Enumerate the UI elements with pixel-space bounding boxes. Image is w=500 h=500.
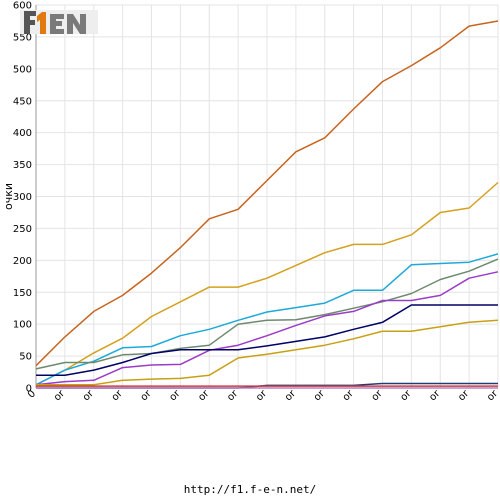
x-tick-label: or <box>485 388 500 404</box>
x-tick-label: or <box>81 388 97 404</box>
y-tick-label: 50 <box>19 352 32 363</box>
y-tick-label: 600 <box>13 1 32 12</box>
x-tick-label: or <box>456 388 472 404</box>
y-tick-label: 300 <box>13 192 32 203</box>
y-tick-label: 150 <box>13 288 32 299</box>
y-tick-label: 450 <box>13 96 32 107</box>
x-tick-label: or <box>427 388 443 404</box>
series-line-2 <box>35 181 499 386</box>
f1-logo-graphic <box>20 10 98 34</box>
series-line-1 <box>35 20 499 367</box>
y-tick-label: 0 <box>26 384 32 395</box>
y-tick-label: 350 <box>13 160 32 171</box>
source-url[interactable]: http://f1.f-e-n.net/ <box>183 483 317 496</box>
series-line-3 <box>35 253 499 386</box>
x-tick-label: or <box>283 388 299 404</box>
series-line-7 <box>36 319 499 386</box>
x-tick-label: or <box>110 388 126 404</box>
y-tick-label: 100 <box>13 320 32 331</box>
x-tick-label: or <box>398 388 414 404</box>
x-tick-label: or <box>167 388 183 404</box>
x-tick-label: or <box>312 388 328 404</box>
x-tick-label: or <box>196 388 212 404</box>
x-tick-label: or <box>341 388 357 404</box>
series-line-5 <box>35 271 499 386</box>
x-tick-label: 0 <box>26 388 38 400</box>
series-line-4 <box>35 258 499 370</box>
x-tick-label: or <box>225 388 241 404</box>
y-tick-label: 250 <box>13 224 32 235</box>
y-tick-label: 550 <box>13 32 32 43</box>
y-tick-label: 500 <box>13 64 32 75</box>
y-axis-label: очки <box>2 183 15 210</box>
series-line-6 <box>36 304 498 376</box>
y-tick-label: 400 <box>13 128 32 139</box>
y-tick-label: 200 <box>13 256 32 267</box>
f1-logo <box>20 8 98 36</box>
x-tick-label: or <box>370 388 386 404</box>
x-tick-label: or <box>52 388 68 404</box>
x-tick-label: or <box>139 388 155 404</box>
x-tick-label: or <box>254 388 270 404</box>
